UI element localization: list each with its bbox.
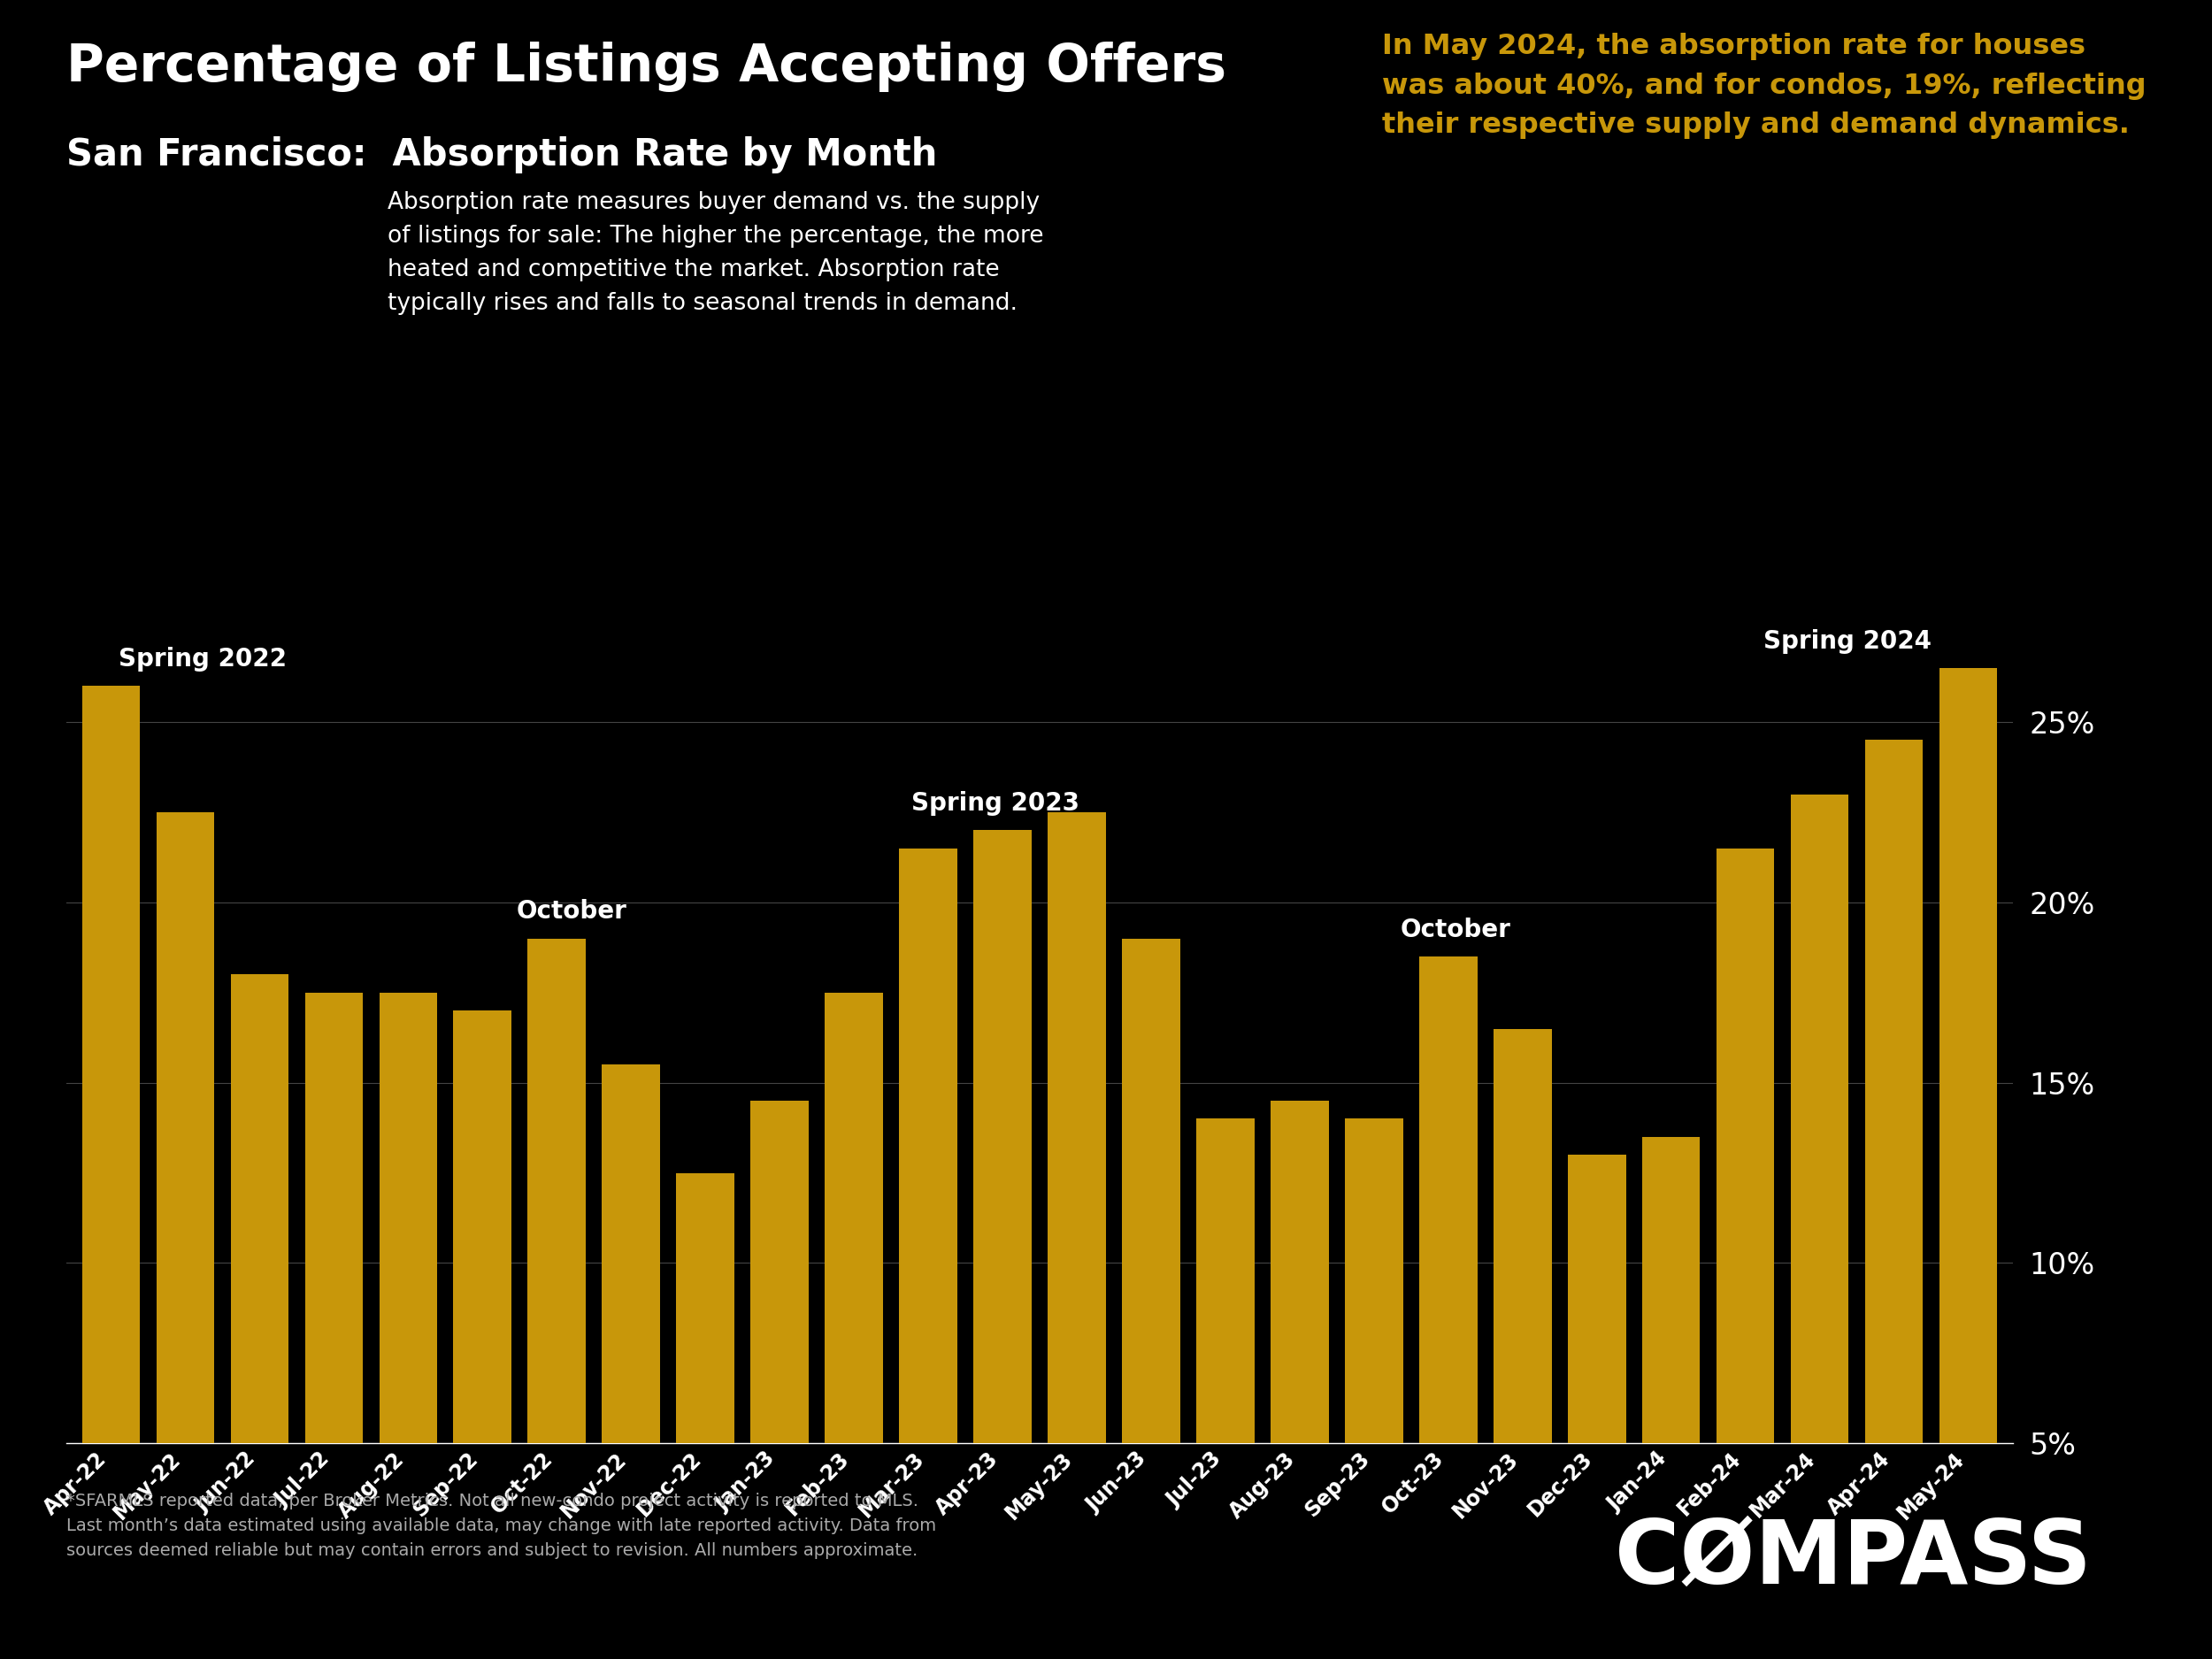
Bar [900, 848, 958, 1624]
Bar [1121, 939, 1179, 1624]
Bar [973, 830, 1031, 1624]
Text: San Francisco:  Absorption Rate by Month: San Francisco: Absorption Rate by Month [66, 136, 938, 173]
Bar [602, 1065, 659, 1624]
Bar [1048, 813, 1106, 1624]
Bar [529, 939, 586, 1624]
Bar [750, 1100, 810, 1624]
Text: Absorption rate measures buyer demand vs. the supply
of listings for sale: The h: Absorption rate measures buyer demand vs… [387, 191, 1044, 315]
Bar [1641, 1136, 1701, 1624]
Text: October: October [1400, 917, 1511, 942]
Bar [1420, 957, 1478, 1624]
Bar [82, 685, 139, 1624]
Bar [1940, 669, 1997, 1624]
Text: Spring 2024: Spring 2024 [1763, 629, 1931, 654]
Bar [157, 813, 215, 1624]
Bar [453, 1010, 511, 1624]
Bar [677, 1173, 734, 1624]
Bar [1717, 848, 1774, 1624]
Bar [378, 992, 438, 1624]
Text: October: October [515, 899, 626, 924]
Bar [1792, 795, 1849, 1624]
Bar [1865, 740, 1922, 1624]
Text: Spring 2023: Spring 2023 [911, 791, 1079, 816]
Text: CØMPASS: CØMPASS [1615, 1516, 2093, 1603]
Bar [1197, 1118, 1254, 1624]
Text: In May 2024, the absorption rate for houses
was about 40%, and for condos, 19%, : In May 2024, the absorption rate for hou… [1382, 33, 2146, 139]
Bar [825, 992, 883, 1624]
Bar [1493, 1029, 1551, 1624]
Text: Percentage of Listings Accepting Offers: Percentage of Listings Accepting Offers [66, 41, 1225, 91]
Text: *SFARMLS reported data, per Broker Metrics. Not all new-condo project activity i: *SFARMLS reported data, per Broker Metri… [66, 1493, 936, 1559]
Bar [1270, 1100, 1329, 1624]
Bar [1345, 1118, 1402, 1624]
Bar [305, 992, 363, 1624]
Bar [1568, 1155, 1626, 1624]
Bar [230, 974, 288, 1624]
Text: Spring 2022: Spring 2022 [119, 647, 288, 672]
